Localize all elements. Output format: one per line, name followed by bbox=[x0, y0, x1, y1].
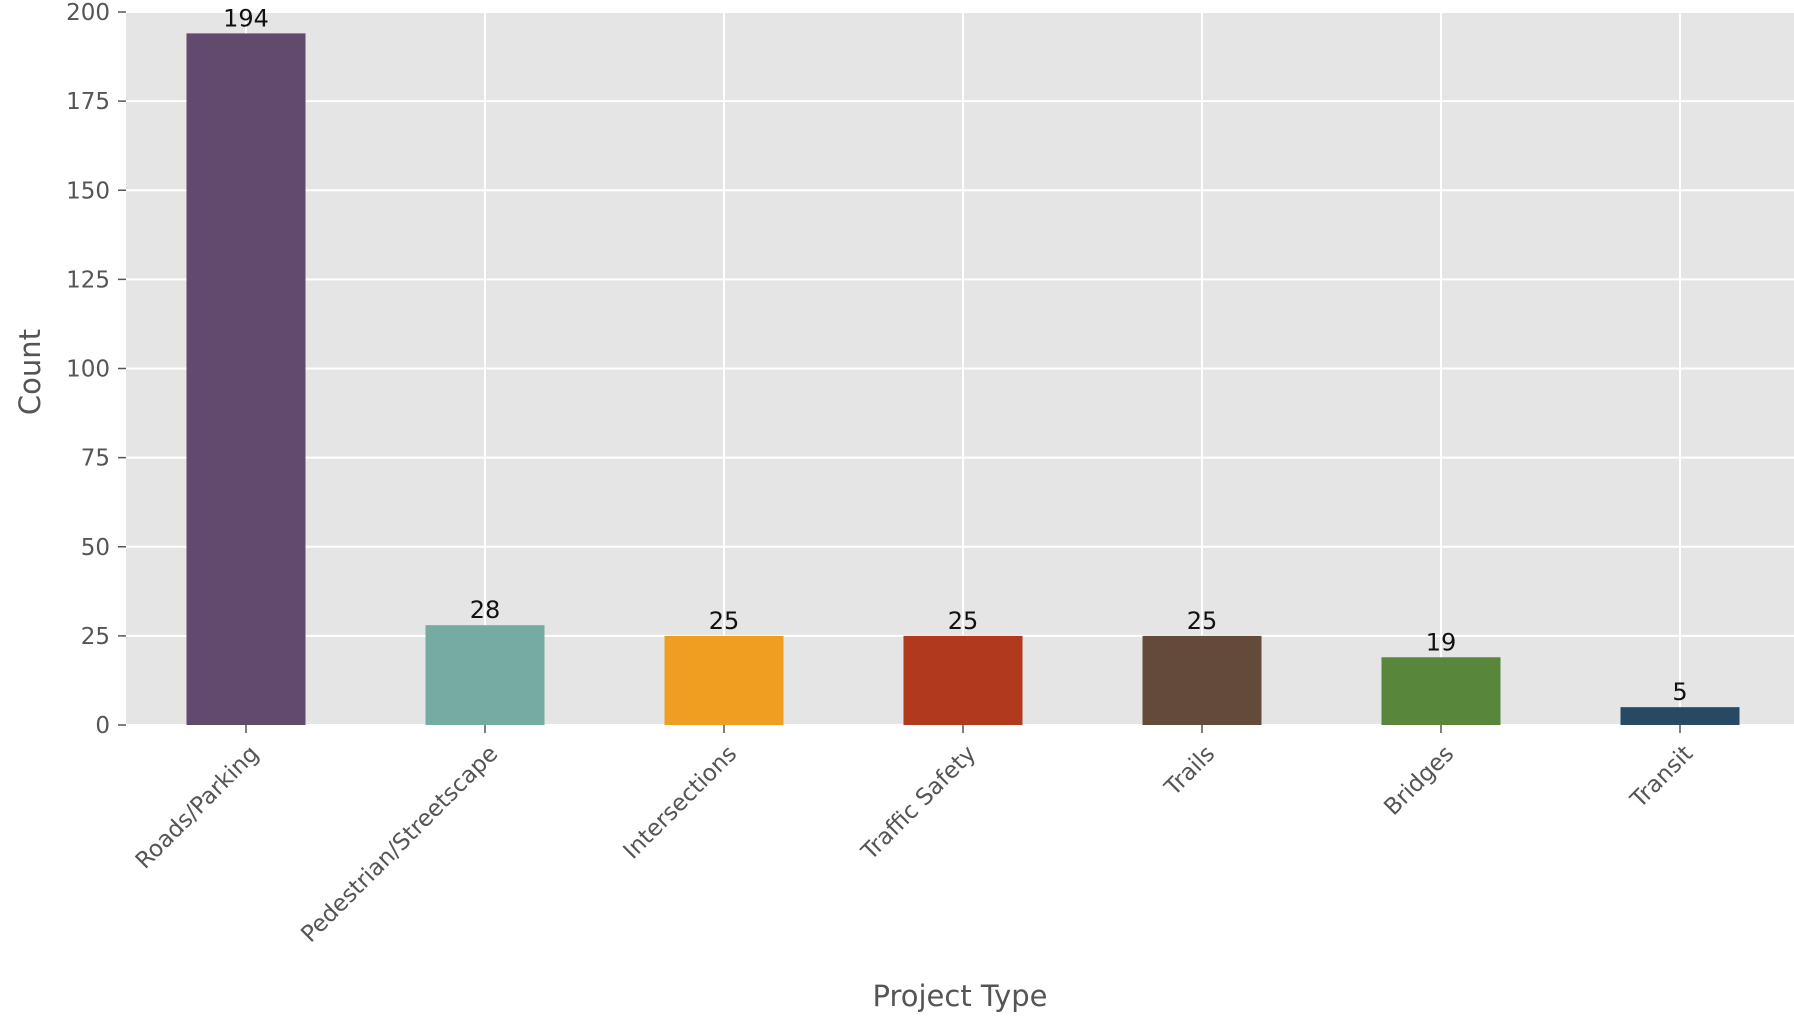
bar-traffic-safety bbox=[903, 635, 1023, 725]
bar-roads-parking bbox=[186, 33, 306, 725]
y-tick-label: 50 bbox=[81, 535, 110, 561]
y-tick-label: 25 bbox=[81, 624, 110, 650]
x-axis-label: Project Type bbox=[872, 979, 1047, 1013]
bar-intersections bbox=[664, 635, 784, 725]
x-tick-label-intersections: Intersections bbox=[619, 741, 743, 865]
bar-bridges bbox=[1381, 657, 1501, 725]
bar-pedestrian-streetscape bbox=[425, 625, 545, 725]
y-axis-label: Count bbox=[13, 329, 47, 415]
data-label-traffic-safety: 25 bbox=[948, 607, 979, 635]
bar-transit bbox=[1620, 707, 1740, 725]
x-tick-label-traffic-safety: Traffic Safety bbox=[856, 741, 981, 866]
y-tick-label: 150 bbox=[66, 178, 110, 204]
data-labels: 194 28 25 25 25 19 5 bbox=[223, 4, 1688, 706]
y-tick-label: 100 bbox=[66, 357, 110, 383]
x-tick-label-trails: Trails bbox=[1159, 741, 1220, 802]
data-label-intersections: 25 bbox=[709, 607, 740, 635]
y-tick-label: 75 bbox=[81, 446, 110, 472]
data-label-transit: 5 bbox=[1672, 678, 1687, 706]
data-label-bridges: 19 bbox=[1426, 628, 1457, 656]
bars bbox=[186, 33, 1740, 725]
y-tick-label: 175 bbox=[66, 89, 110, 115]
y-tick-label: 200 bbox=[66, 0, 110, 26]
data-label-trails: 25 bbox=[1187, 607, 1218, 635]
y-tick-label: 125 bbox=[66, 267, 110, 293]
x-tick-label-pedestrian-streetscape: Pedestrian/Streetscape bbox=[296, 741, 503, 948]
y-tick-label: 0 bbox=[95, 713, 110, 739]
data-label-pedestrian-streetscape: 28 bbox=[470, 596, 501, 624]
y-axis-ticks: 0 25 50 75 100 125 150 175 200 bbox=[66, 0, 126, 739]
bar-trails bbox=[1142, 635, 1262, 725]
x-axis-ticks: Roads/Parking Pedestrian/Streetscape Inter… bbox=[131, 725, 1698, 948]
x-tick-label-roads-parking: Roads/Parking bbox=[131, 741, 264, 874]
data-label-roads-parking: 194 bbox=[223, 4, 269, 32]
x-tick-label-transit: Transit bbox=[1625, 741, 1698, 814]
x-tick-label-bridges: Bridges bbox=[1379, 741, 1459, 821]
